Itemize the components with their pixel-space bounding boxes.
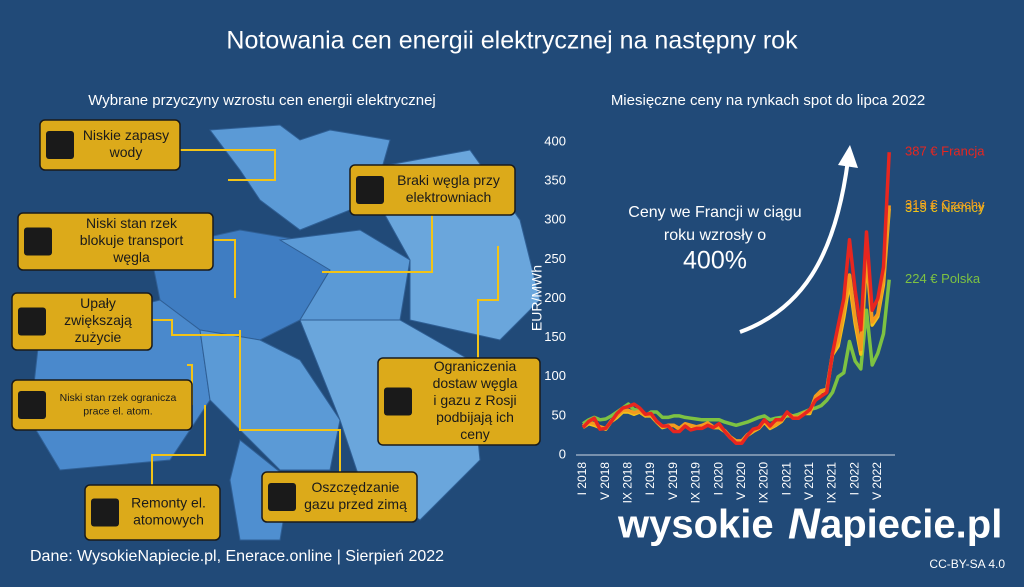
- x-tick-label: V 2020: [734, 462, 748, 500]
- y-axis-label: EUR/MWh: [529, 265, 545, 331]
- cause-icon: [356, 176, 384, 204]
- cause-text: Oszczędzanie: [312, 479, 400, 495]
- annotation-highlight: 400%: [683, 247, 747, 275]
- cause-text: Remonty el.: [131, 495, 206, 511]
- cause-text: atomowych: [133, 512, 204, 528]
- title: Notowania cen energii elektrycznej na na…: [226, 27, 798, 55]
- end-label: 387 € Francja: [905, 144, 985, 159]
- y-tick-label: 300: [544, 212, 566, 227]
- cause-text: elektrowniach: [406, 189, 492, 205]
- cause-box: [261, 471, 418, 523]
- y-tick-label: 150: [544, 329, 566, 344]
- cause-text: i gazu z Rosji: [433, 392, 516, 408]
- x-tick-label: I 2020: [711, 462, 725, 496]
- x-tick-label: IX 2021: [825, 462, 839, 504]
- cause-text: wody: [109, 144, 143, 160]
- cause-text: Niskie zapasy: [83, 127, 169, 143]
- x-tick-label: IX 2018: [621, 462, 635, 504]
- cause-box: [17, 212, 214, 271]
- connector: [152, 319, 240, 336]
- map-connectors: [151, 149, 499, 485]
- chart-title: Miesięczne ceny na rynkach spot do lipca…: [611, 92, 925, 109]
- x-tick-label: I 2022: [847, 462, 861, 496]
- cause-text: Niski stan rzek: [86, 215, 178, 231]
- x-tick-label: IX 2020: [757, 462, 771, 504]
- source: Dane: WysokieNapiecie.pl, Enerace.online…: [30, 548, 444, 565]
- connector: [322, 215, 433, 273]
- x-tick-label: V 2019: [666, 462, 680, 500]
- line-chart: 0 50 100 150 200 250 300 350 400 I 2018 V 2018 IX 2…: [529, 133, 986, 503]
- cause-text: prace el. atom.: [83, 406, 152, 418]
- cause-text: zużycie: [75, 329, 122, 345]
- cause-icon: [46, 131, 74, 159]
- connector: [213, 239, 236, 298]
- x-tick-label: V 2018: [598, 462, 612, 500]
- cause-text: dostaw węgla: [433, 375, 518, 391]
- cause-icon: [24, 227, 52, 256]
- connector: [151, 405, 206, 485]
- arrow-head: [838, 145, 858, 168]
- y-tick-label: 0: [559, 446, 566, 461]
- cause-box: [84, 484, 221, 541]
- cause-text: Ograniczenia: [434, 358, 517, 374]
- cause-icon: [268, 483, 296, 511]
- y-tick-label: 250: [544, 251, 566, 266]
- cause-text: gazu przed zimą: [304, 496, 407, 512]
- end-label: 315 € Niemcy: [905, 200, 985, 215]
- cause-icon: [384, 387, 412, 416]
- x-tick-label: IX 2019: [689, 462, 703, 504]
- y-tick-label: 100: [544, 368, 566, 383]
- logo-right: apiecie.pl: [820, 503, 1002, 547]
- left-title: Wybrane przyczyny wzrostu cen energii el…: [88, 92, 436, 109]
- logo-left: wysokie: [617, 503, 774, 547]
- x-tick-label: V 2022: [870, 462, 884, 500]
- cause-text: zwiększają: [64, 312, 132, 328]
- cause-box: [349, 164, 516, 216]
- cause-text: Niski stan rzek ogranicza: [60, 392, 177, 404]
- y-tick-label: 350: [544, 173, 566, 188]
- series-line: [582, 279, 891, 428]
- cause-box: [11, 379, 193, 431]
- cause-box: [377, 357, 541, 446]
- cause-text: blokuje transport: [80, 232, 184, 248]
- y-tick-label: 400: [544, 133, 566, 148]
- cause-box: [11, 292, 153, 351]
- annotation: roku wzrosły o: [664, 227, 766, 244]
- x-tick-label: I 2021: [779, 462, 793, 496]
- y-tick-label: 200: [544, 290, 566, 305]
- cause-text: ceny: [460, 426, 490, 442]
- license: CC-BY-SA 4.0: [929, 557, 1005, 571]
- x-tick-label: V 2021: [802, 462, 816, 500]
- x-tick-label: I 2019: [643, 462, 657, 496]
- cause-text: Upały: [80, 295, 116, 311]
- end-label: 319 € Czechy: [905, 197, 985, 212]
- end-label: 224 € Polska: [905, 271, 981, 286]
- cause-text: węgla: [112, 249, 150, 265]
- trend-arrow: [739, 159, 850, 334]
- map-region: [199, 329, 341, 471]
- y-tick-label: 50: [552, 407, 566, 422]
- x-tick-label: I 2018: [575, 462, 589, 496]
- series-line: [581, 152, 891, 446]
- cause-icon: [18, 307, 46, 336]
- annotation: Ceny we Francji w ciągu: [628, 204, 801, 221]
- cause-box: [39, 119, 181, 171]
- cause-icon: [18, 391, 46, 419]
- logo-mid: N: [788, 500, 821, 549]
- cause-text: Braki węgla przy: [397, 172, 500, 188]
- cause-text: podbijają ich: [436, 409, 514, 425]
- connector: [239, 330, 341, 472]
- cause-icon: [91, 498, 119, 527]
- connector: [477, 246, 499, 360]
- connector: [180, 149, 276, 181]
